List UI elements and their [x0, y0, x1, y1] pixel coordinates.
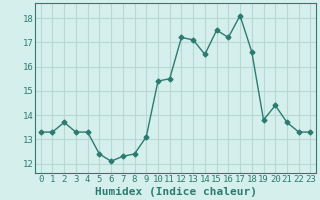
- X-axis label: Humidex (Indice chaleur): Humidex (Indice chaleur): [95, 186, 257, 197]
